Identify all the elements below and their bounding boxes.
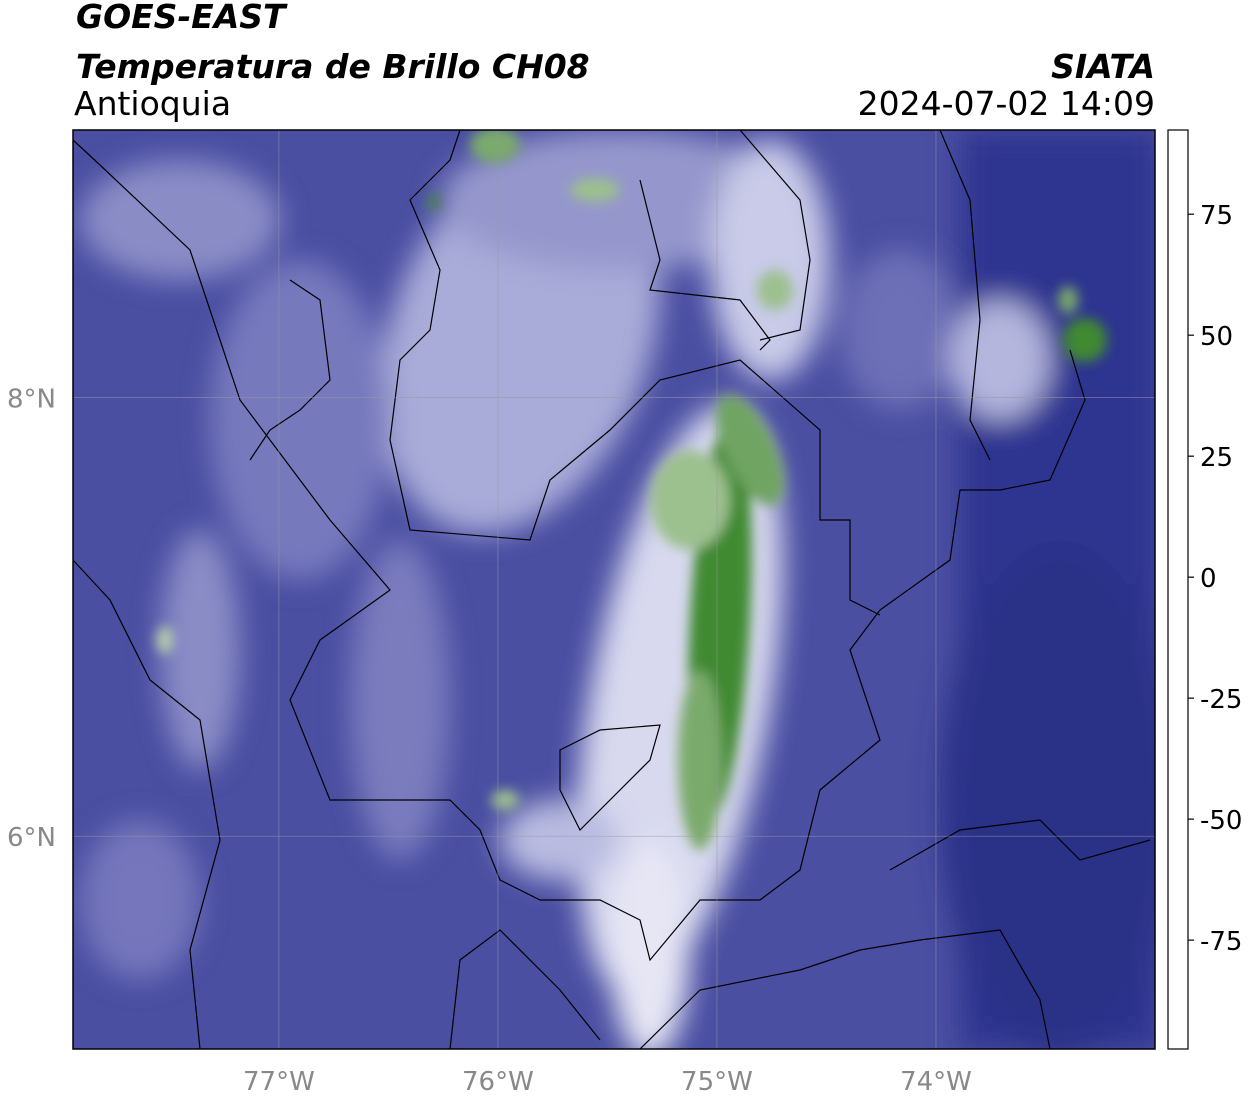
source: SIATA (1051, 47, 1155, 86)
title: GOES-EAST (76, 0, 288, 36)
y-tick-label: 8°N (7, 385, 56, 415)
x-tick-label: 75°W (681, 1067, 753, 1097)
x-tick-label: 74°W (900, 1067, 972, 1097)
colorbar-tick-label: 75 (1200, 201, 1233, 231)
satellite-image (73, 130, 1155, 1049)
x-tick-label: 77°W (243, 1067, 315, 1097)
colorbar-tick-label: 50 (1200, 322, 1233, 352)
colorbar-tick-label: 0 (1200, 564, 1217, 594)
colorbar-tick-label: -25 (1200, 685, 1242, 715)
colorbar-tick-label: -50 (1200, 806, 1242, 836)
colorbar-fill (1168, 130, 1188, 1049)
colorbar-tick-label: -75 (1200, 927, 1242, 957)
map-frame (72, 129, 1156, 1050)
subtitle: Temperatura de Brillo CH08 (76, 47, 590, 86)
colorbar: 75 50 25 0 -25 -50 -75 (1168, 130, 1242, 1049)
colorbar-frame (1167, 129, 1189, 1050)
graticule (73, 130, 1155, 1049)
x-tick-label: 76°W (462, 1067, 534, 1097)
colorbar-tick-label: 25 (1200, 443, 1233, 473)
datetime: 2024-07-02 14:09 (858, 84, 1155, 123)
region: Antioquia (74, 84, 231, 123)
y-tick-label: 6°N (7, 823, 56, 853)
